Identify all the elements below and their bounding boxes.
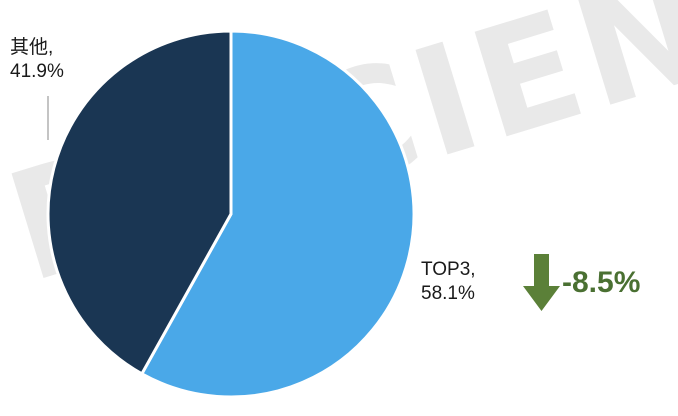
down-arrow-icon xyxy=(523,254,560,311)
pie-slice-other xyxy=(46,29,233,376)
change-annotation: -8.5% xyxy=(522,254,640,312)
label-other: 其他, 41.9% xyxy=(10,36,64,84)
label-top3-value: 58.1% xyxy=(421,283,475,304)
label-top3: TOP3, 58.1% xyxy=(421,258,476,306)
pie-slice-top3 xyxy=(139,29,416,399)
label-other-value: 41.9% xyxy=(10,61,64,82)
change-value: -8.5% xyxy=(562,266,641,299)
label-other-name: 其他, xyxy=(10,37,54,58)
label-top3-name: TOP3, xyxy=(421,259,476,280)
